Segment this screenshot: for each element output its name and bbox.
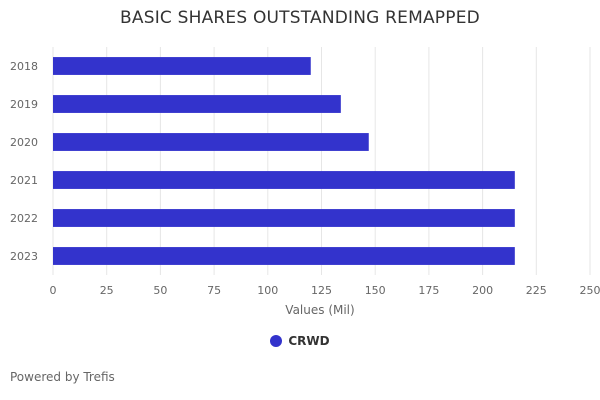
y-tick-label: 2019 <box>10 98 38 111</box>
x-tick-label: 125 <box>311 284 332 297</box>
credits-link[interactable]: Powered by Trefis <box>10 370 115 384</box>
x-tick-label: 250 <box>580 284 600 297</box>
y-tick-label: 2023 <box>10 250 38 263</box>
y-axis-tick-labels: 2018 2019 2020 2021 2022 2023 <box>10 60 38 263</box>
bar-2021[interactable] <box>53 171 515 189</box>
x-tick-label: 200 <box>472 284 493 297</box>
y-tick-label: 2020 <box>10 136 38 149</box>
x-tick-label: 225 <box>526 284 547 297</box>
bar-2022[interactable] <box>53 209 515 227</box>
x-axis-tick-labels: 0 25 50 75 100 125 150 175 200 225 250 <box>50 284 600 297</box>
y-tick-label: 2022 <box>10 212 38 225</box>
bar-2023[interactable] <box>53 247 515 265</box>
bar-2019[interactable] <box>53 95 341 113</box>
bar-series <box>53 57 515 265</box>
bar-2018[interactable] <box>53 57 311 75</box>
x-tick-label: 75 <box>207 284 221 297</box>
chart-title: BASIC SHARES OUTSTANDING REMAPPED <box>120 8 480 28</box>
x-tick-label: 50 <box>153 284 167 297</box>
legend[interactable]: CRWD <box>0 334 600 348</box>
x-tick-label: 175 <box>418 284 439 297</box>
bar-2020[interactable] <box>53 133 369 151</box>
y-tick-label: 2021 <box>10 174 38 187</box>
x-tick-label: 25 <box>100 284 114 297</box>
x-tick-label: 150 <box>365 284 386 297</box>
x-tick-label: 100 <box>257 284 278 297</box>
x-axis-title: Values (Mil) <box>285 303 354 317</box>
legend-marker-icon <box>270 335 283 347</box>
y-tick-label: 2018 <box>10 60 38 73</box>
legend-label: CRWD <box>288 334 330 348</box>
gridlines <box>52 47 591 275</box>
x-tick-label: 0 <box>50 284 57 297</box>
